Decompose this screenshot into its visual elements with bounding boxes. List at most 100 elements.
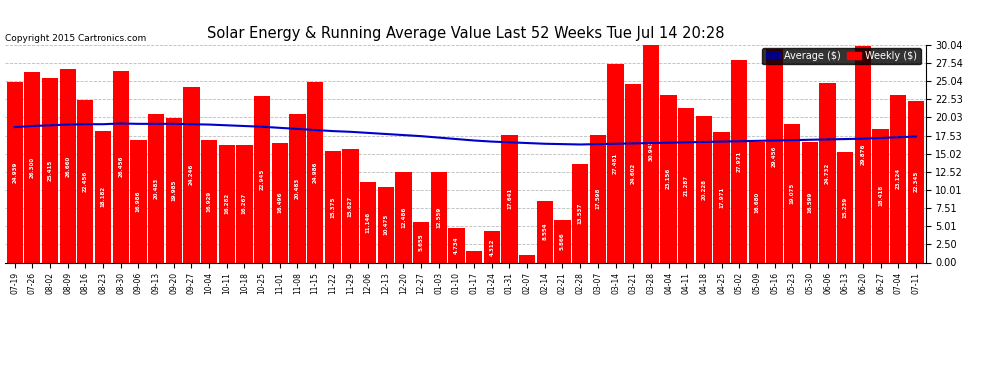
Text: 24.939: 24.939	[12, 162, 17, 183]
Text: 12.486: 12.486	[401, 207, 406, 228]
Text: 24.986: 24.986	[313, 161, 318, 183]
Text: 8.554: 8.554	[543, 223, 547, 240]
Text: 19.075: 19.075	[790, 183, 795, 204]
Text: 20.483: 20.483	[295, 178, 300, 199]
Text: 10.475: 10.475	[383, 214, 388, 235]
Text: 16.282: 16.282	[224, 193, 230, 214]
Bar	[696, 116, 712, 262]
Bar	[625, 84, 642, 262]
Bar	[237, 145, 252, 262]
Bar	[854, 46, 871, 262]
Bar	[466, 251, 482, 262]
Text: 18.182: 18.182	[101, 186, 106, 207]
Text: 17.598: 17.598	[595, 188, 600, 210]
Bar	[24, 72, 41, 262]
Text: 24.602: 24.602	[631, 163, 636, 184]
Text: 26.660: 26.660	[65, 155, 70, 177]
Bar	[714, 132, 730, 262]
Bar	[554, 220, 570, 262]
Text: 22.456: 22.456	[83, 171, 88, 192]
Bar	[377, 187, 394, 262]
Bar	[802, 142, 818, 262]
Text: 23.124: 23.124	[896, 168, 901, 189]
Text: 22.945: 22.945	[259, 169, 264, 190]
Text: 25.415: 25.415	[48, 160, 52, 181]
Bar	[537, 201, 553, 262]
Bar	[890, 95, 907, 262]
Bar	[820, 83, 836, 262]
Bar	[431, 172, 446, 262]
Bar	[678, 108, 694, 262]
Text: 4.734: 4.734	[454, 237, 459, 254]
Text: 24.732: 24.732	[825, 162, 830, 184]
Bar	[784, 124, 800, 262]
Text: 23.156: 23.156	[666, 168, 671, 189]
Bar	[95, 131, 111, 262]
Text: 30.943: 30.943	[648, 140, 653, 161]
Text: 5.866: 5.866	[560, 232, 565, 250]
Bar	[113, 71, 129, 262]
Text: 27.481: 27.481	[613, 152, 618, 174]
Text: 16.986: 16.986	[136, 190, 141, 212]
Bar	[484, 231, 500, 262]
Text: 18.418: 18.418	[878, 185, 883, 207]
Bar	[448, 228, 464, 262]
Text: 15.375: 15.375	[331, 196, 336, 217]
Text: 26.456: 26.456	[118, 156, 123, 177]
Text: 24.246: 24.246	[189, 164, 194, 185]
Text: 16.680: 16.680	[754, 192, 759, 213]
Bar	[413, 222, 430, 262]
Bar	[42, 78, 58, 262]
Bar	[360, 182, 376, 262]
Bar	[395, 172, 412, 262]
Text: 16.496: 16.496	[277, 192, 282, 213]
Text: 5.655: 5.655	[419, 233, 424, 251]
Bar	[766, 49, 783, 262]
Bar	[660, 95, 676, 262]
Bar	[219, 145, 235, 262]
Text: 29.876: 29.876	[860, 144, 865, 165]
Bar	[572, 165, 588, 262]
Bar	[908, 101, 924, 262]
Bar	[501, 135, 518, 262]
Text: 17.641: 17.641	[507, 188, 512, 209]
Bar	[271, 143, 288, 262]
Text: 16.599: 16.599	[808, 192, 813, 213]
Text: 17.971: 17.971	[719, 187, 724, 208]
Bar	[643, 39, 659, 262]
Bar	[165, 118, 182, 262]
Bar	[748, 142, 765, 262]
Text: 20.228: 20.228	[701, 179, 707, 200]
Bar	[731, 60, 747, 262]
Text: 15.627: 15.627	[347, 195, 352, 216]
Text: 22.345: 22.345	[914, 171, 919, 192]
Bar	[59, 69, 76, 262]
Bar	[183, 87, 200, 262]
Text: 20.483: 20.483	[153, 178, 158, 199]
Bar	[519, 255, 536, 262]
Text: 16.929: 16.929	[207, 190, 212, 212]
Bar	[307, 82, 323, 262]
Text: 4.312: 4.312	[489, 238, 494, 256]
Text: 19.985: 19.985	[171, 180, 176, 201]
Bar	[289, 114, 306, 262]
Bar	[590, 135, 606, 262]
Bar	[7, 82, 23, 262]
Text: 16.267: 16.267	[242, 193, 247, 214]
Text: Copyright 2015 Cartronics.com: Copyright 2015 Cartronics.com	[5, 34, 147, 43]
Bar	[77, 100, 93, 262]
Legend: Average ($), Weekly ($): Average ($), Weekly ($)	[762, 48, 921, 64]
Bar	[608, 63, 624, 262]
Bar	[131, 140, 147, 262]
Text: 21.287: 21.287	[684, 175, 689, 196]
Bar	[838, 152, 853, 262]
Bar	[201, 140, 217, 262]
Text: 26.300: 26.300	[30, 157, 35, 178]
Text: 12.559: 12.559	[437, 206, 442, 228]
Bar	[325, 151, 341, 262]
Text: 27.971: 27.971	[737, 151, 742, 172]
Title: Solar Energy & Running Average Value Last 52 Weeks Tue Jul 14 20:28: Solar Energy & Running Average Value Las…	[207, 26, 724, 41]
Bar	[254, 96, 270, 262]
Text: 11.146: 11.146	[365, 211, 370, 233]
Text: 29.456: 29.456	[772, 145, 777, 166]
